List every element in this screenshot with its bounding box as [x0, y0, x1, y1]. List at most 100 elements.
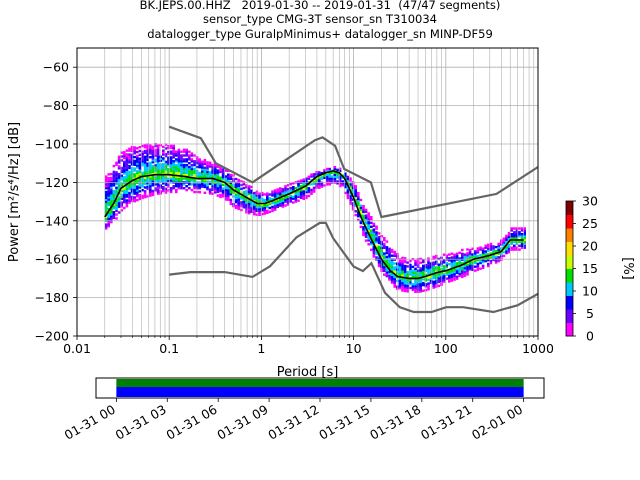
- heat-cell: [136, 160, 139, 163]
- heat-cell: [156, 159, 160, 163]
- heat-cell: [523, 235, 526, 238]
- heat-cell: [130, 192, 134, 195]
- heat-cell: [414, 263, 417, 267]
- heat-cell: [258, 207, 261, 211]
- heat-cell: [136, 185, 139, 188]
- heat-cell: [245, 186, 248, 189]
- heat-cell: [115, 207, 118, 211]
- heat-cell: [359, 212, 363, 215]
- heat-cell: [110, 219, 113, 222]
- heat-cell: [333, 175, 337, 178]
- heat-cell: [380, 246, 383, 249]
- heat-cell: [162, 159, 165, 162]
- heat-cell: [164, 147, 168, 150]
- heat-cell: [276, 188, 279, 191]
- heat-cell: [372, 222, 376, 226]
- heat-cell: [216, 194, 220, 197]
- heat-cell: [273, 202, 277, 206]
- colorbar-label: [%]: [620, 257, 635, 280]
- heat-cell: [123, 156, 126, 160]
- heat-cell: [123, 178, 126, 181]
- heat-cell: [203, 170, 207, 173]
- colorbar-segment: [566, 268, 573, 283]
- heat-cell: [523, 236, 526, 240]
- heat-cell: [117, 182, 121, 185]
- heat-cell: [149, 173, 152, 176]
- heat-cell: [133, 188, 136, 191]
- heat-cell: [349, 200, 352, 203]
- heat-cell: [312, 178, 316, 182]
- heat-cell: [380, 269, 383, 272]
- heat-cell: [120, 205, 123, 208]
- heat-cell: [479, 261, 482, 265]
- heat-cell: [338, 169, 342, 172]
- heat-cell: [455, 277, 459, 280]
- heat-cell: [385, 271, 389, 274]
- heat-cell: [492, 258, 495, 262]
- heat-cell: [372, 251, 376, 254]
- heat-cell: [375, 244, 378, 248]
- heat-cell: [458, 270, 461, 274]
- heat-cell: [242, 202, 246, 205]
- heat-cell: [299, 194, 303, 198]
- heat-cell: [110, 188, 113, 191]
- heat-cell: [130, 161, 134, 164]
- heat-cell: [133, 150, 136, 153]
- heat-cell: [214, 170, 217, 173]
- heat-cell: [461, 262, 464, 265]
- heat-cell: [104, 211, 108, 215]
- heat-cell: [323, 184, 326, 187]
- heat-cell: [510, 235, 513, 238]
- heat-cell: [141, 158, 144, 161]
- heat-cell: [403, 270, 407, 273]
- heat-cell: [136, 147, 139, 150]
- heat-cell: [172, 163, 175, 167]
- heat-cell: [125, 193, 129, 196]
- heat-cell: [240, 180, 243, 183]
- heat-cell: [515, 229, 519, 232]
- heat-cell: [125, 178, 129, 181]
- heat-cell: [390, 281, 394, 284]
- heat-cell: [154, 160, 157, 163]
- noise-model-nlnm: [169, 221, 539, 314]
- heat-cell: [414, 288, 417, 292]
- heat-cell: [279, 189, 282, 192]
- heat-cell: [120, 159, 123, 162]
- heat-cell: [367, 218, 370, 221]
- heat-cell: [489, 261, 493, 265]
- heat-cell: [188, 165, 191, 169]
- heat-cell: [154, 169, 157, 173]
- heat-cell: [349, 183, 352, 186]
- heat-cell: [172, 177, 175, 180]
- heat-cell: [466, 255, 469, 259]
- heat-cell: [273, 193, 277, 196]
- heat-cell: [138, 184, 142, 187]
- heat-cell: [250, 206, 253, 210]
- heat-cell: [372, 255, 376, 258]
- heat-cell: [393, 279, 396, 282]
- heat-cell: [253, 197, 256, 201]
- heat-cell: [468, 262, 472, 265]
- heat-cell: [237, 202, 240, 205]
- heat-cell: [393, 285, 396, 288]
- heat-cell: [177, 165, 181, 169]
- heat-cell: [489, 256, 493, 259]
- heat-cell: [146, 156, 149, 160]
- heat-cell: [453, 255, 456, 258]
- heat-cell: [461, 273, 464, 277]
- heat-cell: [393, 268, 396, 271]
- heat-cell: [120, 203, 123, 206]
- heat-cell: [403, 278, 407, 281]
- heat-cell: [276, 199, 279, 203]
- heat-cell: [523, 242, 526, 245]
- heat-cell: [357, 201, 360, 204]
- heat-cell: [164, 164, 168, 167]
- heat-cell: [107, 190, 110, 193]
- colorbar-segment: [566, 241, 573, 256]
- heat-cell: [471, 262, 474, 266]
- heat-cell: [351, 184, 355, 188]
- heat-cell: [367, 235, 370, 238]
- heat-cell: [128, 180, 131, 183]
- heat-cell: [169, 144, 173, 148]
- heat-cell: [203, 174, 207, 177]
